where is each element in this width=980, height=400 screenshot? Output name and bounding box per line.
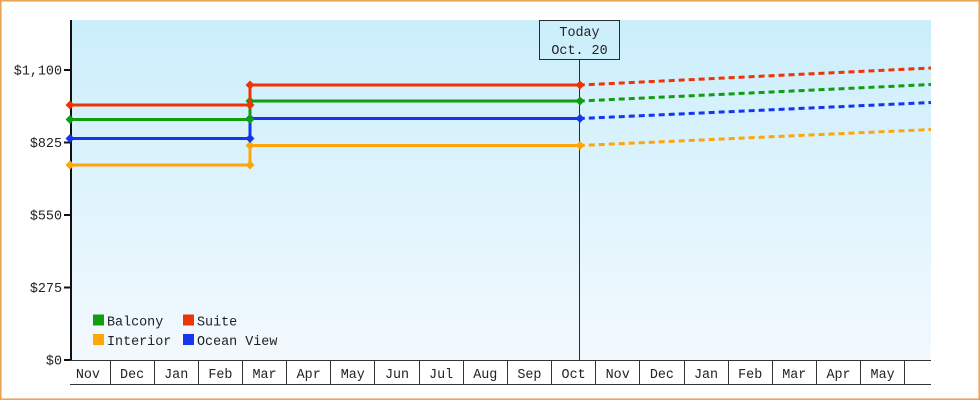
svg-text:Dec: Dec: [650, 368, 674, 383]
svg-text:Today: Today: [559, 26, 599, 41]
svg-text:$550: $550: [30, 210, 62, 225]
svg-text:Sep: Sep: [517, 368, 541, 383]
svg-text:Oct: Oct: [562, 368, 586, 383]
svg-text:Feb: Feb: [738, 368, 762, 383]
svg-text:Apr: Apr: [826, 368, 850, 383]
svg-text:Jun: Jun: [385, 368, 409, 383]
svg-text:Jul: Jul: [429, 368, 453, 383]
svg-text:Mar: Mar: [252, 368, 276, 383]
svg-text:Nov: Nov: [606, 368, 630, 383]
svg-text:May: May: [871, 368, 895, 383]
svg-text:Jan: Jan: [164, 368, 188, 383]
svg-text:Apr: Apr: [297, 368, 321, 383]
svg-text:May: May: [341, 368, 365, 383]
svg-text:Mar: Mar: [782, 368, 806, 383]
svg-text:Jan: Jan: [694, 368, 718, 383]
svg-text:$0: $0: [46, 355, 62, 370]
svg-text:$825: $825: [30, 137, 62, 152]
svg-text:Oct. 20: Oct. 20: [551, 44, 607, 59]
svg-text:Suite: Suite: [197, 315, 237, 330]
svg-text:Nov: Nov: [76, 368, 100, 383]
svg-text:Dec: Dec: [120, 368, 144, 383]
svg-text:Ocean View: Ocean View: [197, 335, 277, 350]
svg-text:Feb: Feb: [208, 368, 232, 383]
svg-text:Aug: Aug: [473, 368, 497, 383]
svg-text:Interior: Interior: [107, 335, 171, 350]
svg-text:$275: $275: [30, 282, 62, 297]
svg-text:$1,100: $1,100: [14, 65, 62, 80]
svg-text:Balcony: Balcony: [107, 315, 163, 330]
